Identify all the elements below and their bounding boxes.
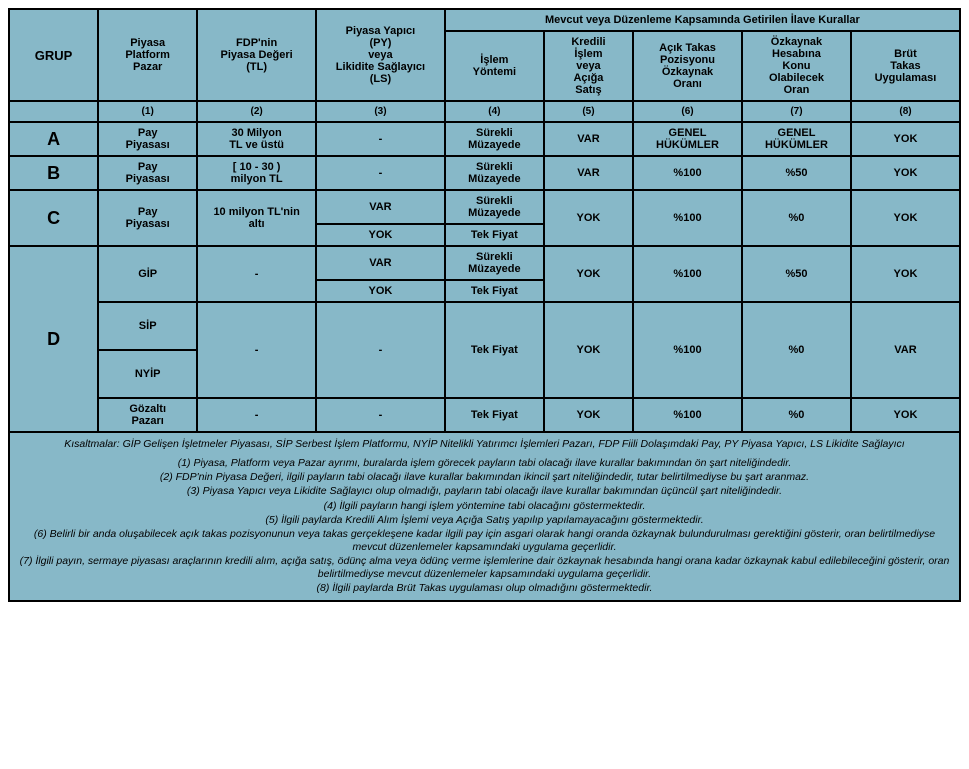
table-header: GRUP PiyasaPlatformPazar FDP'ninPiyasa D… <box>9 9 960 122</box>
row-d1-1: D GİP - VAR SürekliMüzayede YOK %100 %50… <box>9 246 960 280</box>
c-c1: PayPiyasası <box>98 190 197 246</box>
b-c2: [ 10 - 30 )milyon TL <box>197 156 316 190</box>
b-c8: YOK <box>851 156 960 190</box>
note-6: (6) Belirli bir anda oluşabilecek açık t… <box>16 528 953 554</box>
b-c7: %50 <box>742 156 851 190</box>
d3-c8: YOK <box>851 398 960 432</box>
header-c7: ÖzkaynakHesabınaKonuOlabilecekOran <box>742 31 851 101</box>
header-top: Mevcut veya Düzenleme Kapsamında Getiril… <box>445 9 960 31</box>
row-c-1: C PayPiyasası 10 milyon TL'ninaltı VAR S… <box>9 190 960 224</box>
header-c8: BrütTakasUygulaması <box>851 31 960 101</box>
c-c3a: VAR <box>316 190 445 224</box>
note-8: (8) İlgili paylarda Brüt Takas uygulamas… <box>16 582 953 595</box>
d1-c4b: Tek Fiyat <box>445 280 544 302</box>
d2-c1b: NYİP <box>98 350 197 398</box>
a-c2: 30 MilyonTL ve üstü <box>197 122 316 156</box>
group-b-label: B <box>9 156 98 190</box>
b-c4: SürekliMüzayede <box>445 156 544 190</box>
d2-c3: - <box>316 302 445 398</box>
colnum-1: (1) <box>98 101 197 122</box>
header-c2: FDP'ninPiyasa Değeri(TL) <box>197 9 316 101</box>
row-d2-1: SİP - - Tek Fiyat YOK %100 %0 VAR <box>9 302 960 350</box>
d2-c1a: SİP <box>98 302 197 350</box>
d3-c6: %100 <box>633 398 742 432</box>
notes-cell: Kısaltmalar: GİP Gelişen İşletmeler Piya… <box>9 432 960 601</box>
d3-c3: - <box>316 398 445 432</box>
d3-c2: - <box>197 398 316 432</box>
d3-c1: GözaltıPazarı <box>98 398 197 432</box>
d2-c6: %100 <box>633 302 742 398</box>
d1-c4a: SürekliMüzayede <box>445 246 544 280</box>
note-1: (1) Piyasa, Platform veya Pazar ayrımı, … <box>16 457 953 470</box>
header-c1: PiyasaPlatformPazar <box>98 9 197 101</box>
colnum-7: (7) <box>742 101 851 122</box>
group-a-label: A <box>9 122 98 156</box>
d1-c7: %50 <box>742 246 851 302</box>
note-5: (5) İlgili paylarda Kredili Alım İşlemi … <box>16 514 953 527</box>
d3-c4: Tek Fiyat <box>445 398 544 432</box>
d3-c7: %0 <box>742 398 851 432</box>
d1-c1: GİP <box>98 246 197 302</box>
d1-c2: - <box>197 246 316 302</box>
note-7: (7) İlgili payın, sermaye piyasası araçl… <box>16 555 953 581</box>
a-c1: PayPiyasası <box>98 122 197 156</box>
group-c-label: C <box>9 190 98 246</box>
b-c6: %100 <box>633 156 742 190</box>
a-c4: SürekliMüzayede <box>445 122 544 156</box>
a-c3: - <box>316 122 445 156</box>
d2-c5: YOK <box>544 302 633 398</box>
note-2: (2) FDP'nin Piyasa Değeri, ilgili paylar… <box>16 471 953 484</box>
c-c5: YOK <box>544 190 633 246</box>
rules-table: GRUP PiyasaPlatformPazar FDP'ninPiyasa D… <box>8 8 961 602</box>
a-c8: YOK <box>851 122 960 156</box>
d3-c5: YOK <box>544 398 633 432</box>
c-c2: 10 milyon TL'ninaltı <box>197 190 316 246</box>
colnum-3: (3) <box>316 101 445 122</box>
group-d-label: D <box>9 246 98 432</box>
d2-c8: VAR <box>851 302 960 398</box>
c-c7: %0 <box>742 190 851 246</box>
c-c4b: Tek Fiyat <box>445 224 544 246</box>
note-3: (3) Piyasa Yapıcı veya Likidite Sağlayıc… <box>16 485 953 498</box>
d2-c4: Tek Fiyat <box>445 302 544 398</box>
header-c3: Piyasa Yapıcı(PY)veyaLikidite Sağlayıcı(… <box>316 9 445 101</box>
note-abbr: Kısaltmalar: GİP Gelişen İşletmeler Piya… <box>16 438 953 451</box>
header-c4: İşlemYöntemi <box>445 31 544 101</box>
a-c7: GENELHÜKÜMLER <box>742 122 851 156</box>
a-c5: VAR <box>544 122 633 156</box>
b-c5: VAR <box>544 156 633 190</box>
d1-c8: YOK <box>851 246 960 302</box>
b-c1: PayPiyasası <box>98 156 197 190</box>
d2-c7: %0 <box>742 302 851 398</box>
d1-c3b: YOK <box>316 280 445 302</box>
c-c3b: YOK <box>316 224 445 246</box>
colnum-5: (5) <box>544 101 633 122</box>
d1-c5: YOK <box>544 246 633 302</box>
header-c6: Açık TakasPozisyonuÖzkaynakOranı <box>633 31 742 101</box>
colnum-4: (4) <box>445 101 544 122</box>
a-c6: GENELHÜKÜMLER <box>633 122 742 156</box>
colnum-8: (8) <box>851 101 960 122</box>
column-number-row: (1) (2) (3) (4) (5) (6) (7) (8) <box>9 101 960 122</box>
header-c5: KrediliİşlemveyaAçığaSatış <box>544 31 633 101</box>
b-c3: - <box>316 156 445 190</box>
d1-c3a: VAR <box>316 246 445 280</box>
row-b: B PayPiyasası [ 10 - 30 )milyon TL - Sür… <box>9 156 960 190</box>
row-a: A PayPiyasası 30 MilyonTL ve üstü - Süre… <box>9 122 960 156</box>
colnum-2: (2) <box>197 101 316 122</box>
header-grup: GRUP <box>9 9 98 101</box>
notes-row: Kısaltmalar: GİP Gelişen İşletmeler Piya… <box>9 432 960 601</box>
c-c4a: SürekliMüzayede <box>445 190 544 224</box>
c-c8: YOK <box>851 190 960 246</box>
c-c6: %100 <box>633 190 742 246</box>
colnum-6: (6) <box>633 101 742 122</box>
note-4: (4) İlgili payların hangi işlem yöntemin… <box>16 500 953 513</box>
d2-c2: - <box>197 302 316 398</box>
d1-c6: %100 <box>633 246 742 302</box>
row-d3: GözaltıPazarı - - Tek Fiyat YOK %100 %0 … <box>9 398 960 432</box>
